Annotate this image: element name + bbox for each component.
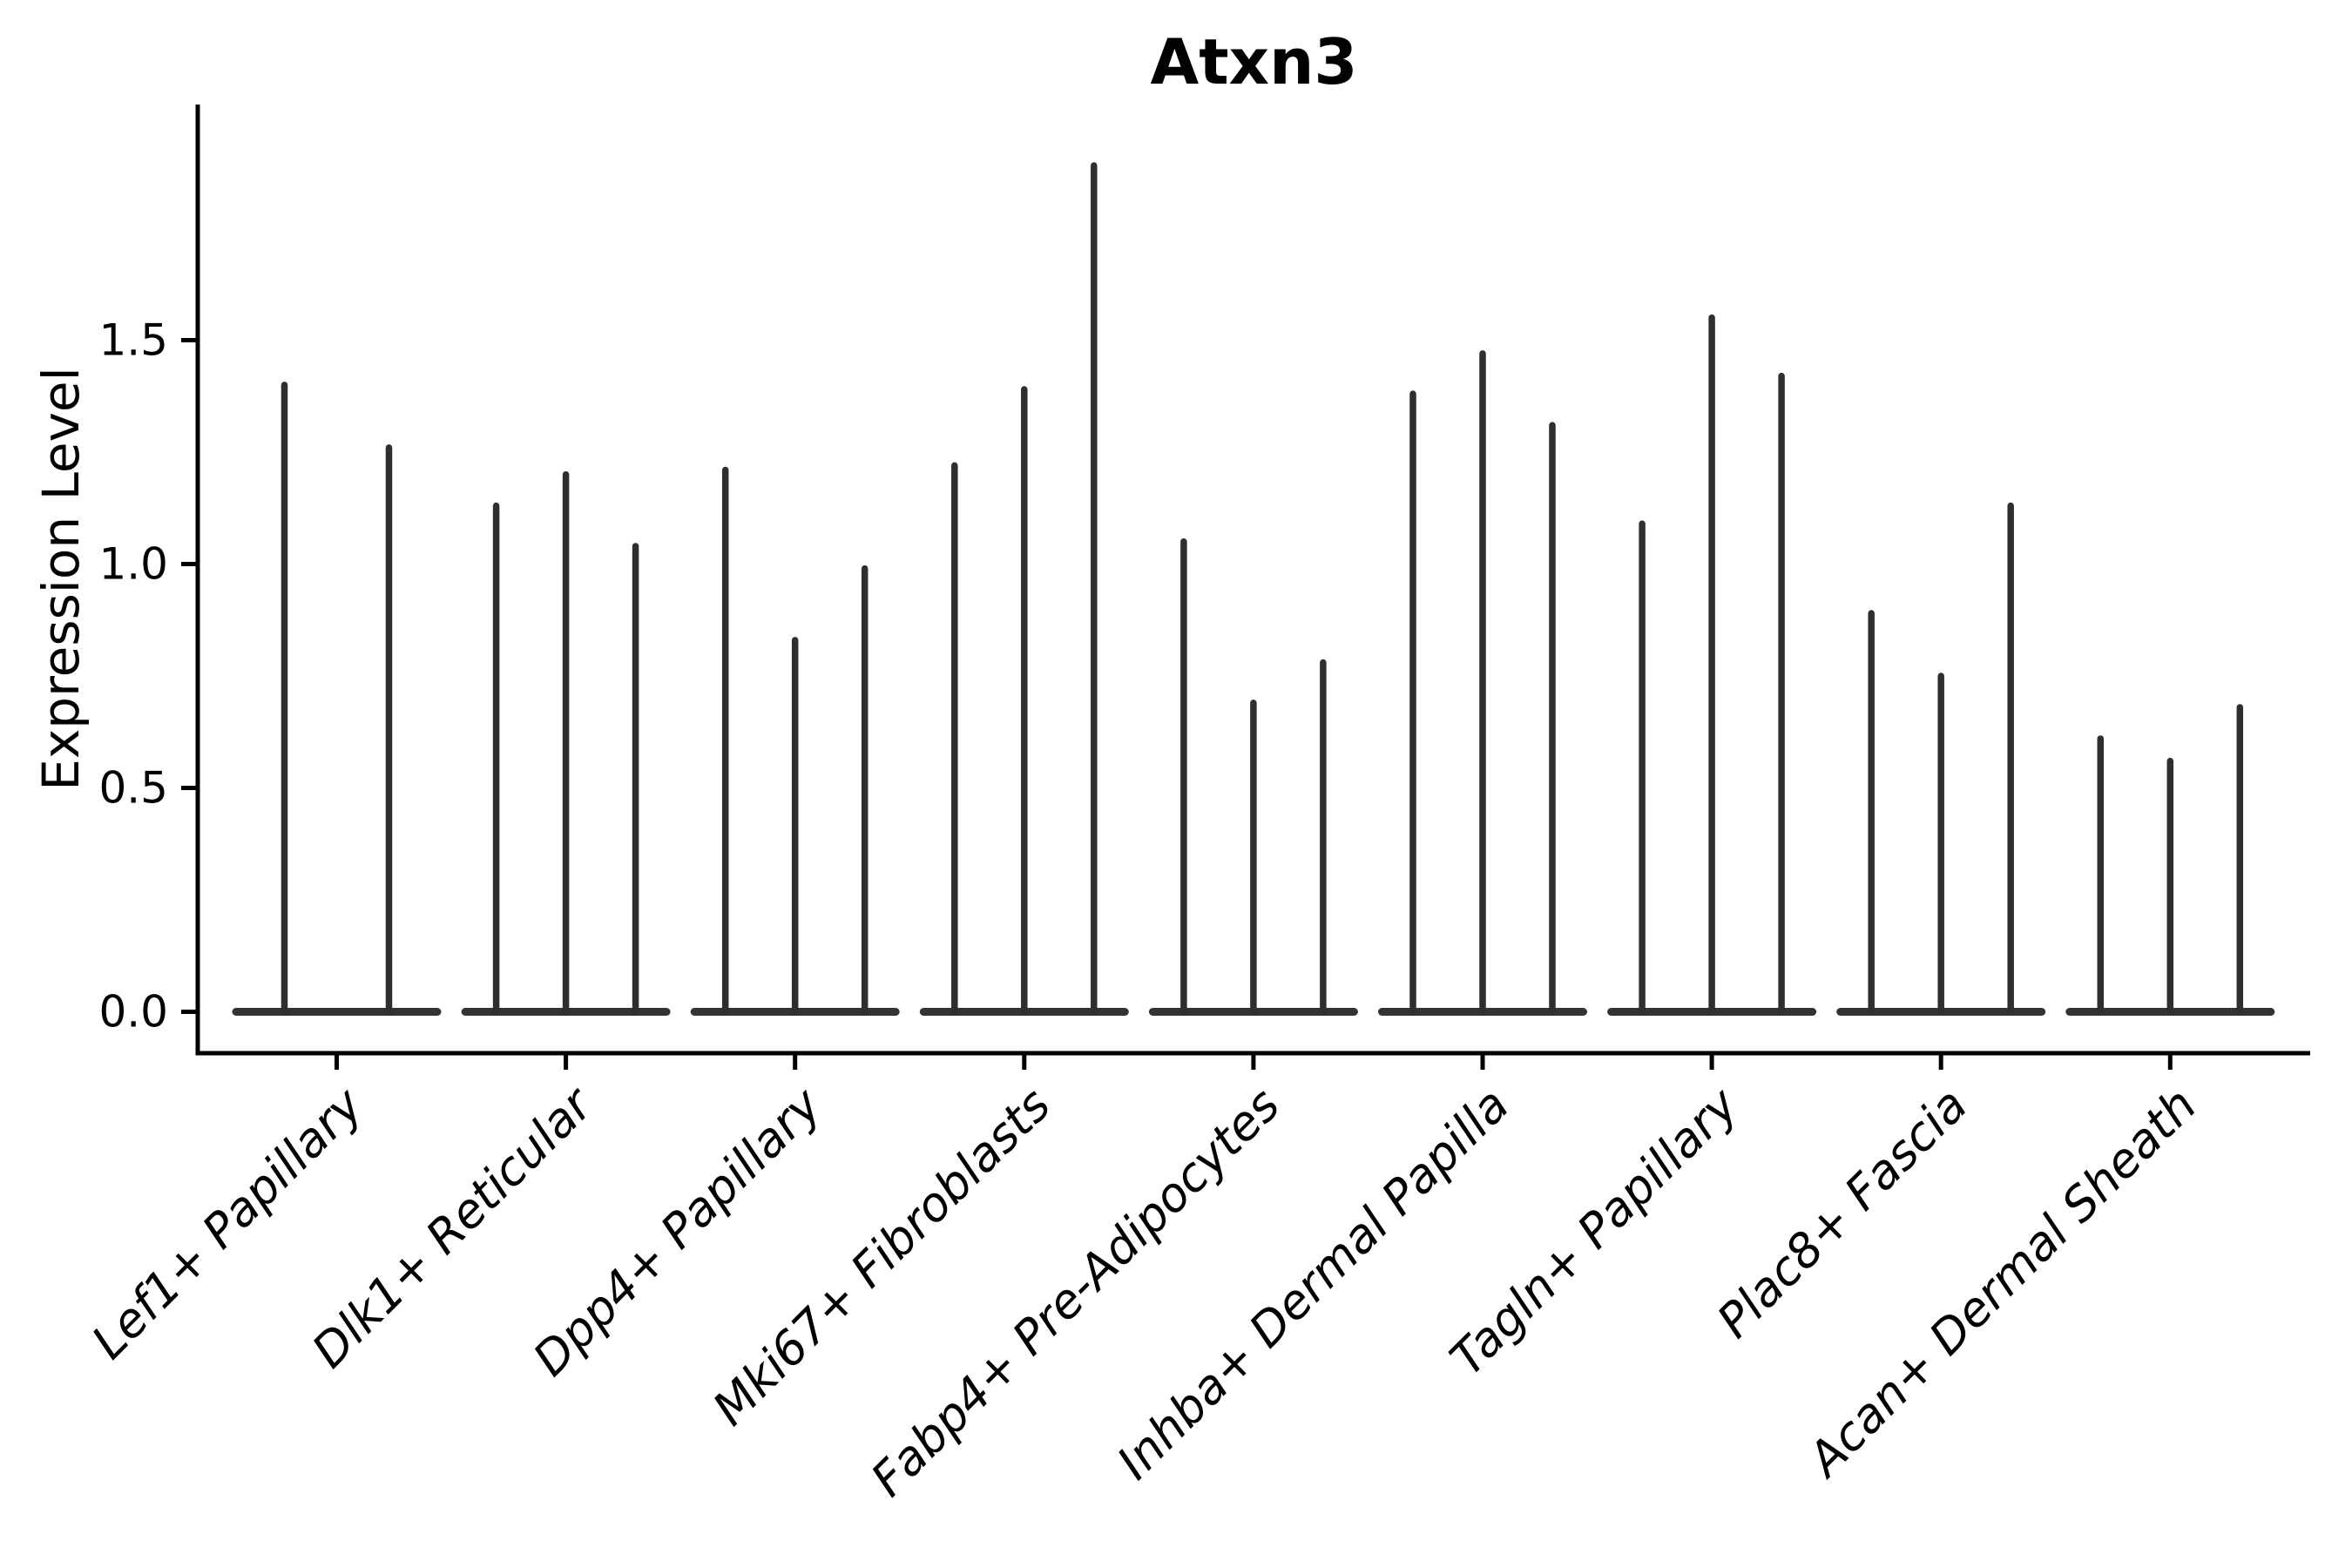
chart-title: Atxn3 [1151, 25, 1358, 98]
y-tick-label: 1.0 [98, 539, 168, 590]
violin-base [232, 1008, 442, 1016]
y-tick-label: 1.5 [98, 315, 168, 366]
y-axis-label: Expression Level [31, 367, 91, 790]
y-tick-label: 0.5 [98, 763, 168, 814]
y-tick-label: 0.0 [98, 987, 168, 1037]
